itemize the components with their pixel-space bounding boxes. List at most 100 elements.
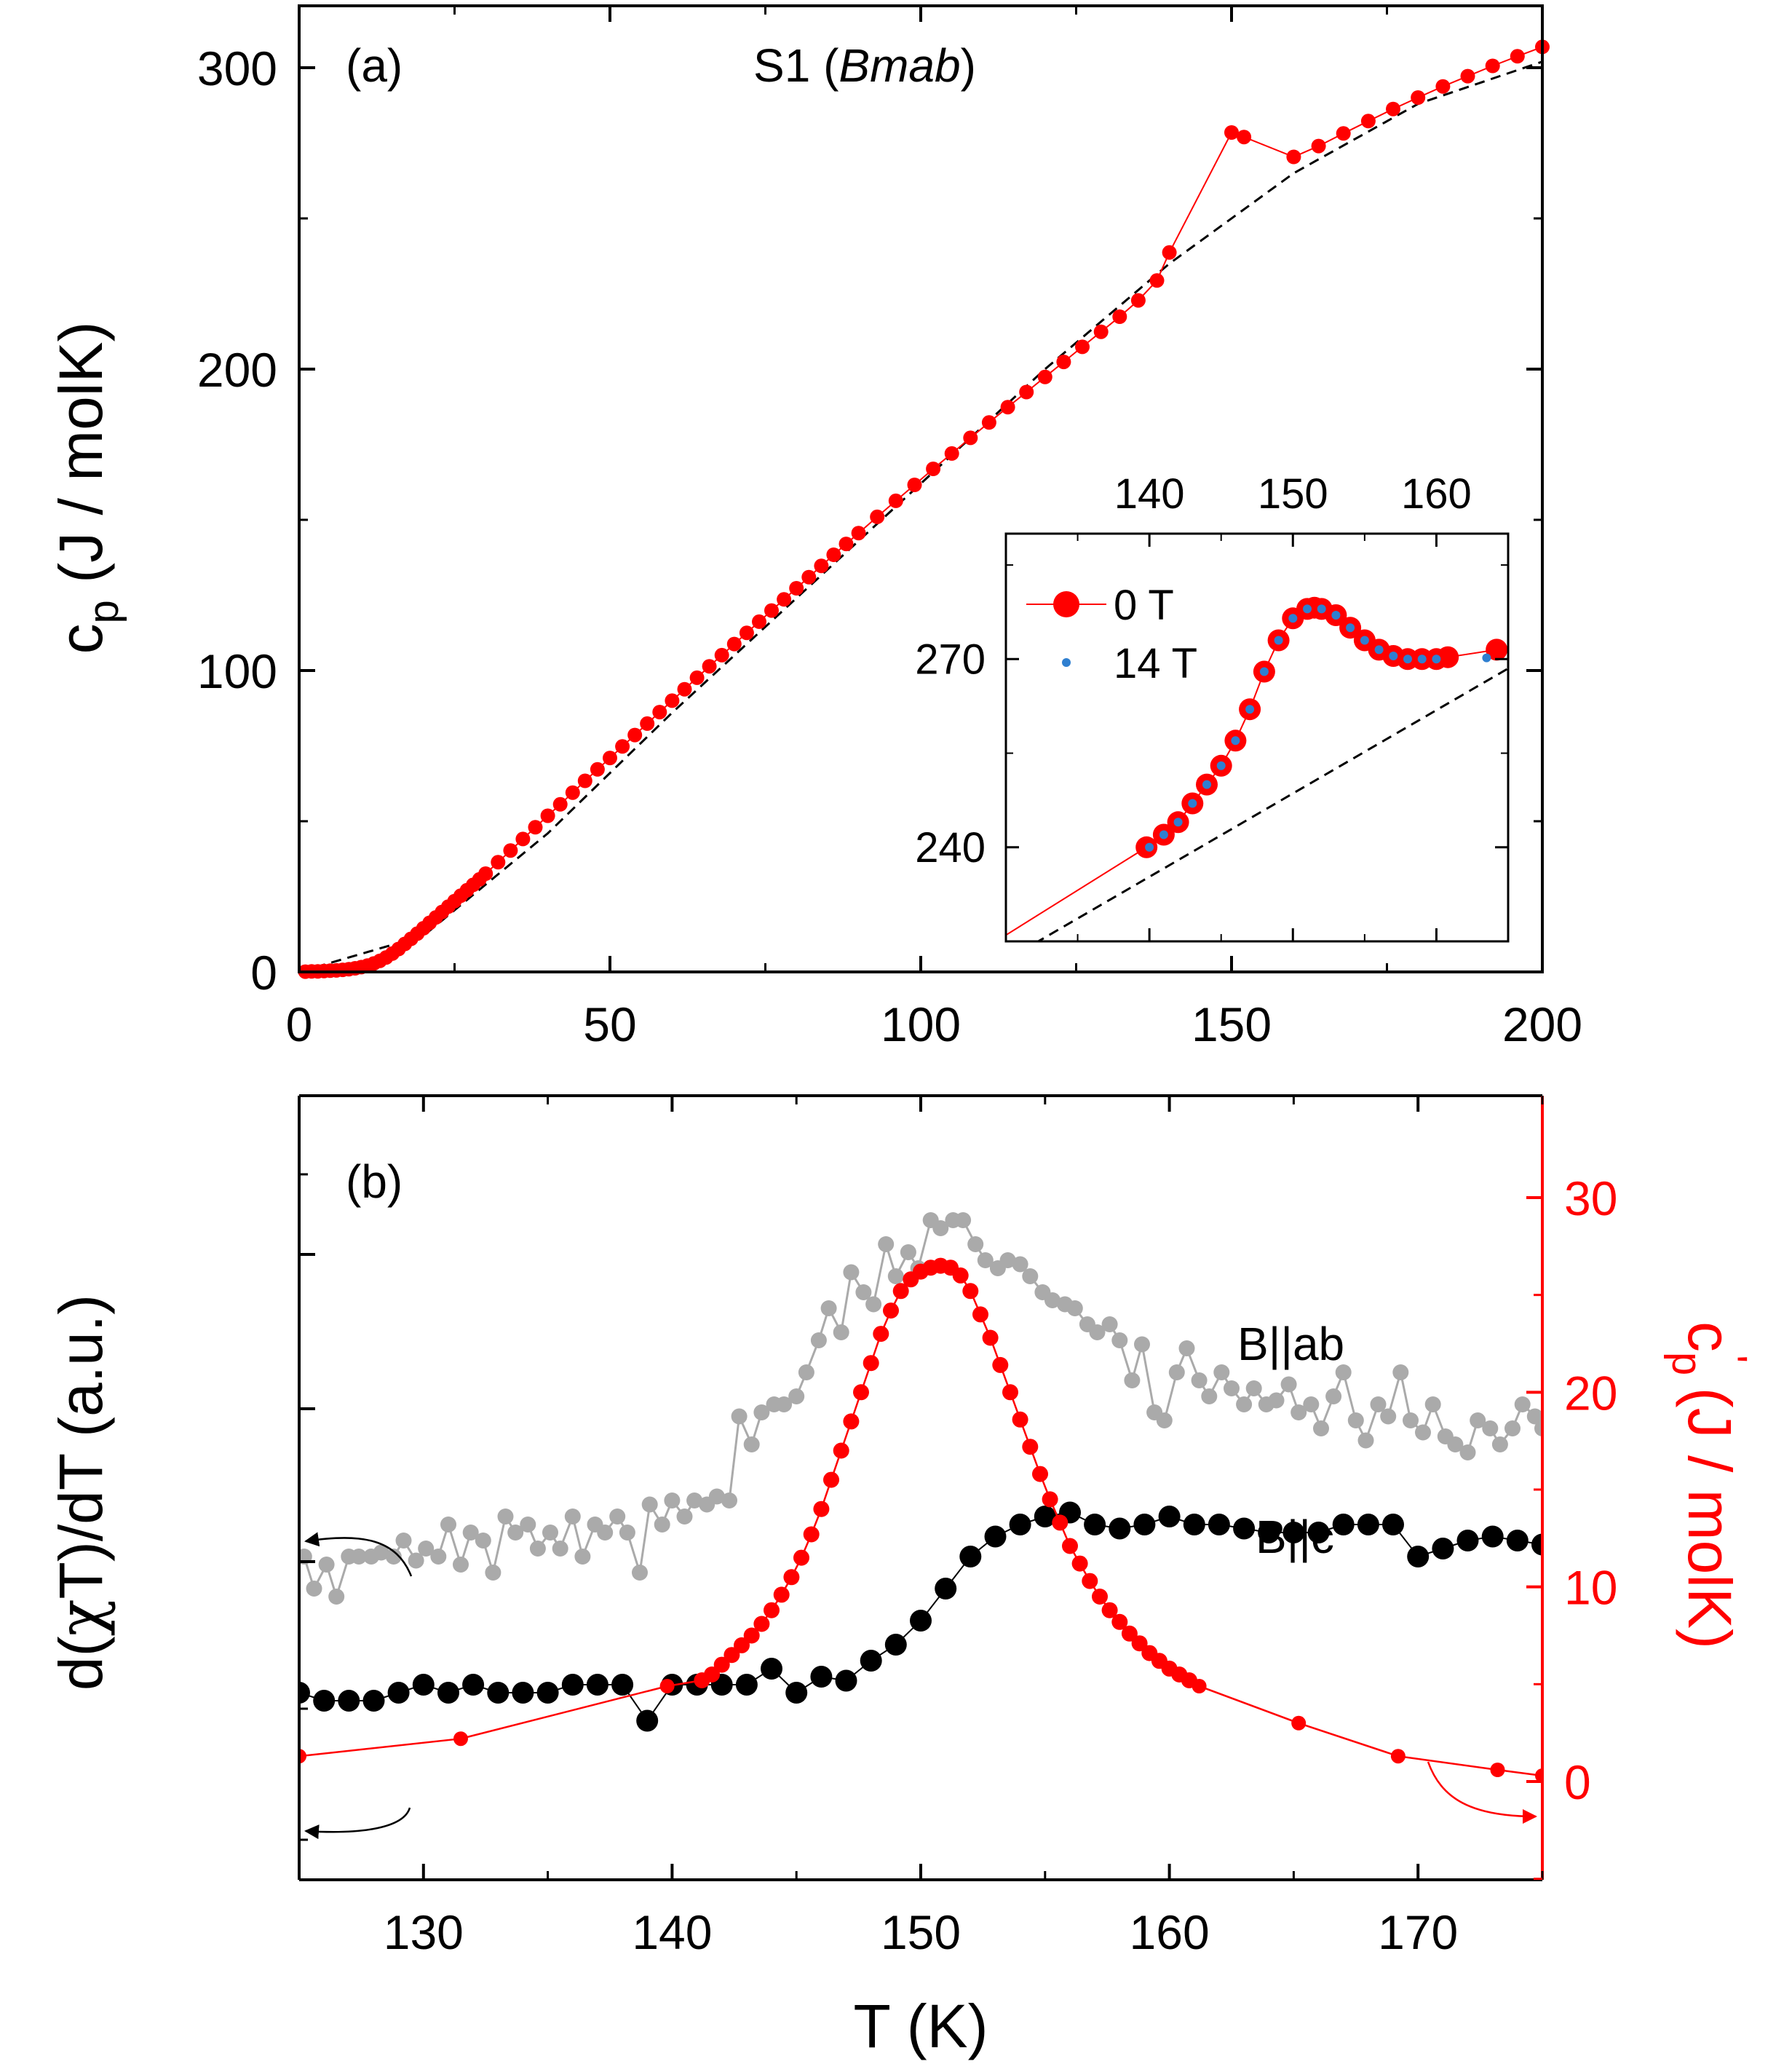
b-c-point: [362, 1690, 385, 1712]
cp-data-point: [615, 739, 630, 754]
inset-14T-point: [1245, 705, 1255, 714]
b-ab-point: [1156, 1412, 1173, 1428]
b-ab-point: [430, 1549, 447, 1565]
legend-label-0T: 0 T: [1114, 582, 1174, 629]
y-tick-label: 300: [197, 41, 277, 95]
b-c-point: [835, 1669, 857, 1692]
cp-prime-point: [952, 1267, 969, 1284]
b-ab-point: [1459, 1444, 1476, 1460]
b-ab-point: [900, 1244, 916, 1260]
b-ab-point: [833, 1324, 849, 1340]
cp-data-point: [565, 785, 580, 800]
cp-data-point: [1019, 384, 1034, 400]
b-ab-point: [1213, 1364, 1230, 1380]
cp-data-point: [1093, 324, 1109, 339]
b-ab-point: [1245, 1380, 1262, 1396]
inset-14T-point: [1317, 604, 1326, 614]
cp-data-point: [870, 509, 885, 524]
b-ab-point: [328, 1589, 345, 1605]
b-c-point: [1109, 1517, 1131, 1540]
legend-marker-0T: [1053, 591, 1079, 617]
cp-data-point: [1162, 245, 1177, 260]
annotation-b-ab: B||ab: [1237, 1318, 1344, 1370]
b-c-point: [1009, 1514, 1031, 1535]
cp-data-point: [1386, 101, 1400, 116]
y-tick-label: 100: [197, 644, 277, 698]
x-tick-label: 0: [286, 997, 313, 1051]
cp-prime-point: [1012, 1411, 1028, 1428]
inset-14T-point: [1216, 761, 1226, 770]
b-c-point: [412, 1674, 435, 1696]
cp-prime-point: [1535, 1768, 1542, 1783]
inset-14T-point: [1360, 636, 1369, 645]
inset-14T-point: [1432, 655, 1441, 664]
b-c-point: [1456, 1530, 1479, 1551]
b-ab-point: [351, 1549, 367, 1565]
cp-prime-point: [773, 1586, 790, 1603]
b-c-point: [636, 1709, 659, 1732]
b-c-point: [1158, 1506, 1181, 1527]
b-ab-point: [743, 1436, 760, 1452]
b-ab-point: [1044, 1292, 1060, 1308]
panel-a-y-axis-label: cp (J / molK): [47, 322, 127, 655]
inset-14T-point: [1231, 736, 1240, 746]
cp-data-point: [1224, 125, 1239, 140]
b-ab-point: [619, 1525, 635, 1541]
b-ab-point: [753, 1404, 770, 1420]
b-c-point: [313, 1690, 336, 1712]
cp-prime-point: [783, 1569, 800, 1586]
cp-data-point: [478, 866, 493, 881]
cp-data-point: [491, 855, 506, 870]
b-ab-point: [967, 1236, 984, 1252]
inset-0T-point: [1437, 646, 1459, 668]
y-tick-label: 200: [197, 343, 277, 397]
b-ab-point: [1303, 1396, 1320, 1412]
b-c-point: [338, 1690, 360, 1712]
b-ab-point: [820, 1300, 837, 1316]
cp-prime-point: [1032, 1466, 1048, 1482]
background-dashed-line: [298, 60, 1543, 973]
b-c-point: [586, 1674, 608, 1696]
panel-b: 130 140 150 160 170 0 10 20 30 (b) B||ab B||c d(…: [45, 1094, 1756, 2060]
b-c-point: [1506, 1530, 1529, 1551]
cp-data-point: [1237, 130, 1252, 145]
b-ab-point: [1111, 1332, 1128, 1348]
b-ab-point: [1370, 1396, 1387, 1412]
b-ab-point: [977, 1252, 994, 1268]
b-ab-point: [887, 1268, 904, 1284]
b-ab-point: [1380, 1408, 1397, 1425]
b-ab-point: [1012, 1256, 1028, 1273]
cp-data-point: [838, 537, 854, 552]
cp-prime-point: [982, 1329, 999, 1346]
cp-data-point: [1360, 114, 1376, 129]
annotation-b-c: B||c: [1256, 1511, 1334, 1563]
cp-data-point: [752, 614, 766, 629]
inset-14T-point: [1346, 623, 1355, 633]
inset-frame: [1004, 532, 1510, 943]
cp-data-point: [665, 693, 680, 708]
cp-data-point: [503, 843, 518, 858]
b-ab-point: [385, 1549, 402, 1565]
b-ab-point: [1022, 1268, 1039, 1284]
b-c-point: [1407, 1546, 1430, 1567]
b-c-point: [536, 1682, 559, 1704]
b-c-point: [959, 1546, 982, 1567]
cp-prime-point: [843, 1413, 860, 1430]
cp-data-point: [627, 727, 643, 743]
cp-prime-point: [764, 1602, 780, 1618]
cp-data-point: [552, 796, 568, 812]
x-tick-label: 100: [881, 997, 961, 1051]
b-ab-point: [855, 1284, 872, 1300]
cp-prime-point: [704, 1666, 721, 1682]
cp-data-point: [851, 526, 866, 541]
cp-prime-point: [1111, 1613, 1128, 1630]
b-ab-point: [395, 1533, 412, 1549]
cp-data-point: [590, 762, 605, 777]
x-tick-label: 150: [1192, 997, 1272, 1051]
b-x-tick-label: 140: [632, 1905, 712, 1959]
b-c-point: [884, 1634, 907, 1656]
b-c-point: [935, 1578, 957, 1600]
inset-14T-point: [1274, 636, 1283, 645]
b-ab-point: [843, 1264, 860, 1281]
b-c-point: [1357, 1514, 1379, 1535]
